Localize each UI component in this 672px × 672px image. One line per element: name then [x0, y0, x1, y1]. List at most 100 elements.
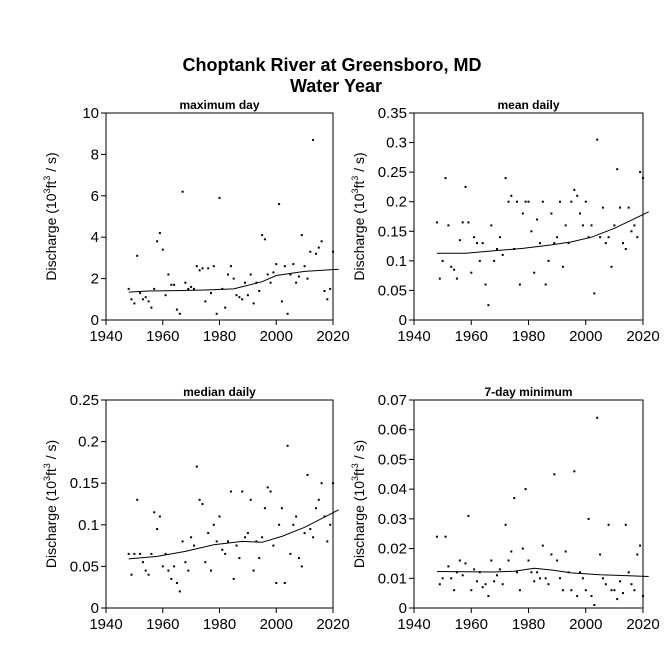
- x-tick-label: 1960: [455, 328, 488, 345]
- x-tick-label: 2020: [626, 328, 659, 345]
- data-point: [510, 550, 513, 553]
- data-point: [516, 571, 518, 574]
- data-point: [212, 265, 215, 268]
- data-point: [467, 514, 470, 517]
- data-point: [527, 559, 530, 562]
- data-point: [297, 557, 300, 560]
- x-tick-label: 1940: [397, 616, 430, 633]
- data-point: [144, 296, 147, 299]
- panel-title: 7-day minimum: [484, 385, 572, 399]
- data-point: [238, 557, 241, 560]
- x-tick-label: 2000: [569, 616, 602, 633]
- data-point: [604, 242, 607, 245]
- data-point: [547, 583, 550, 586]
- data-point: [584, 200, 587, 203]
- panel-median-daily: median daily 1940 1960 1980 2000 2020 0 0.05 0.1…: [42, 385, 350, 633]
- y-tick-label: 0.2: [386, 194, 407, 211]
- data-point: [289, 273, 292, 276]
- data-point: [633, 224, 636, 227]
- data-point: [195, 465, 198, 468]
- data-point: [498, 568, 501, 571]
- data-point: [530, 571, 533, 574]
- data-point: [133, 552, 136, 555]
- data-point: [266, 273, 269, 276]
- data-point: [235, 544, 238, 547]
- x-tick-label: 1940: [89, 616, 122, 633]
- data-point: [636, 236, 639, 239]
- data-point: [258, 557, 261, 560]
- data-point: [190, 285, 193, 288]
- figure-subtitle: Water Year: [290, 76, 382, 96]
- data-point: [467, 221, 470, 224]
- data-point: [317, 246, 320, 249]
- data-point: [559, 200, 561, 203]
- data-point: [435, 221, 438, 224]
- data-point: [221, 287, 224, 290]
- y-axis-label: Discharge (103ft3 / s): [42, 440, 59, 568]
- data-point: [167, 273, 170, 276]
- data-point: [547, 259, 550, 262]
- data-point: [320, 482, 323, 485]
- data-point: [150, 306, 153, 309]
- data-point: [616, 168, 619, 171]
- figure-title: Choptank River at Greensboro, MD: [182, 55, 481, 75]
- data-point: [218, 515, 221, 518]
- data-point: [309, 250, 312, 253]
- data-point: [141, 561, 144, 564]
- y-tick-label: 0.03: [378, 511, 407, 528]
- data-point: [627, 206, 630, 209]
- data-point: [559, 577, 561, 580]
- panel-title: maximum day: [179, 98, 259, 112]
- data-point: [173, 565, 176, 568]
- y-tick-label: 0: [399, 312, 407, 329]
- panel-title: median daily: [183, 385, 256, 399]
- data-point: [599, 553, 602, 556]
- data-point: [323, 290, 326, 292]
- data-point: [476, 580, 478, 583]
- data-point: [521, 547, 524, 550]
- data-point: [269, 281, 272, 284]
- data-point: [263, 238, 266, 241]
- y-tick-label: 6: [91, 188, 99, 205]
- data-point: [212, 523, 215, 526]
- y-tick-label: 0.2: [78, 434, 99, 451]
- data-point: [484, 283, 487, 286]
- data-point: [584, 589, 587, 592]
- data-point: [280, 300, 283, 303]
- data-point: [139, 292, 142, 295]
- data-point: [550, 212, 553, 215]
- data-point: [576, 194, 579, 197]
- data-point: [280, 507, 283, 510]
- data-point: [579, 571, 581, 574]
- data-point: [564, 550, 567, 553]
- data-point: [590, 224, 593, 227]
- data-point: [292, 263, 295, 266]
- data-point: [639, 544, 642, 547]
- x-tick-label: 1940: [89, 328, 122, 345]
- data-point: [527, 200, 530, 203]
- data-point: [524, 200, 527, 203]
- x-tick-label: 1980: [203, 328, 236, 345]
- data-point: [229, 490, 232, 493]
- y-axis-label: Discharge (103ft3 / s): [350, 440, 367, 568]
- data-point: [158, 232, 161, 235]
- y-tick-label: 0.02: [378, 541, 407, 558]
- data-point: [303, 532, 306, 535]
- data-point: [136, 254, 139, 257]
- data-point: [453, 589, 456, 592]
- data-point: [607, 523, 610, 526]
- data-point: [201, 503, 204, 505]
- data-point: [244, 536, 246, 539]
- data-point: [564, 224, 567, 227]
- x-tick-label: 2000: [260, 616, 293, 633]
- data-point: [258, 290, 261, 292]
- data-point: [539, 242, 541, 245]
- data-point: [478, 571, 481, 574]
- data-point: [496, 248, 498, 250]
- data-point: [286, 312, 289, 315]
- data-point: [630, 230, 633, 233]
- data-point: [622, 242, 624, 245]
- data-point: [130, 573, 133, 576]
- data-point: [227, 273, 229, 276]
- data-point: [481, 242, 484, 245]
